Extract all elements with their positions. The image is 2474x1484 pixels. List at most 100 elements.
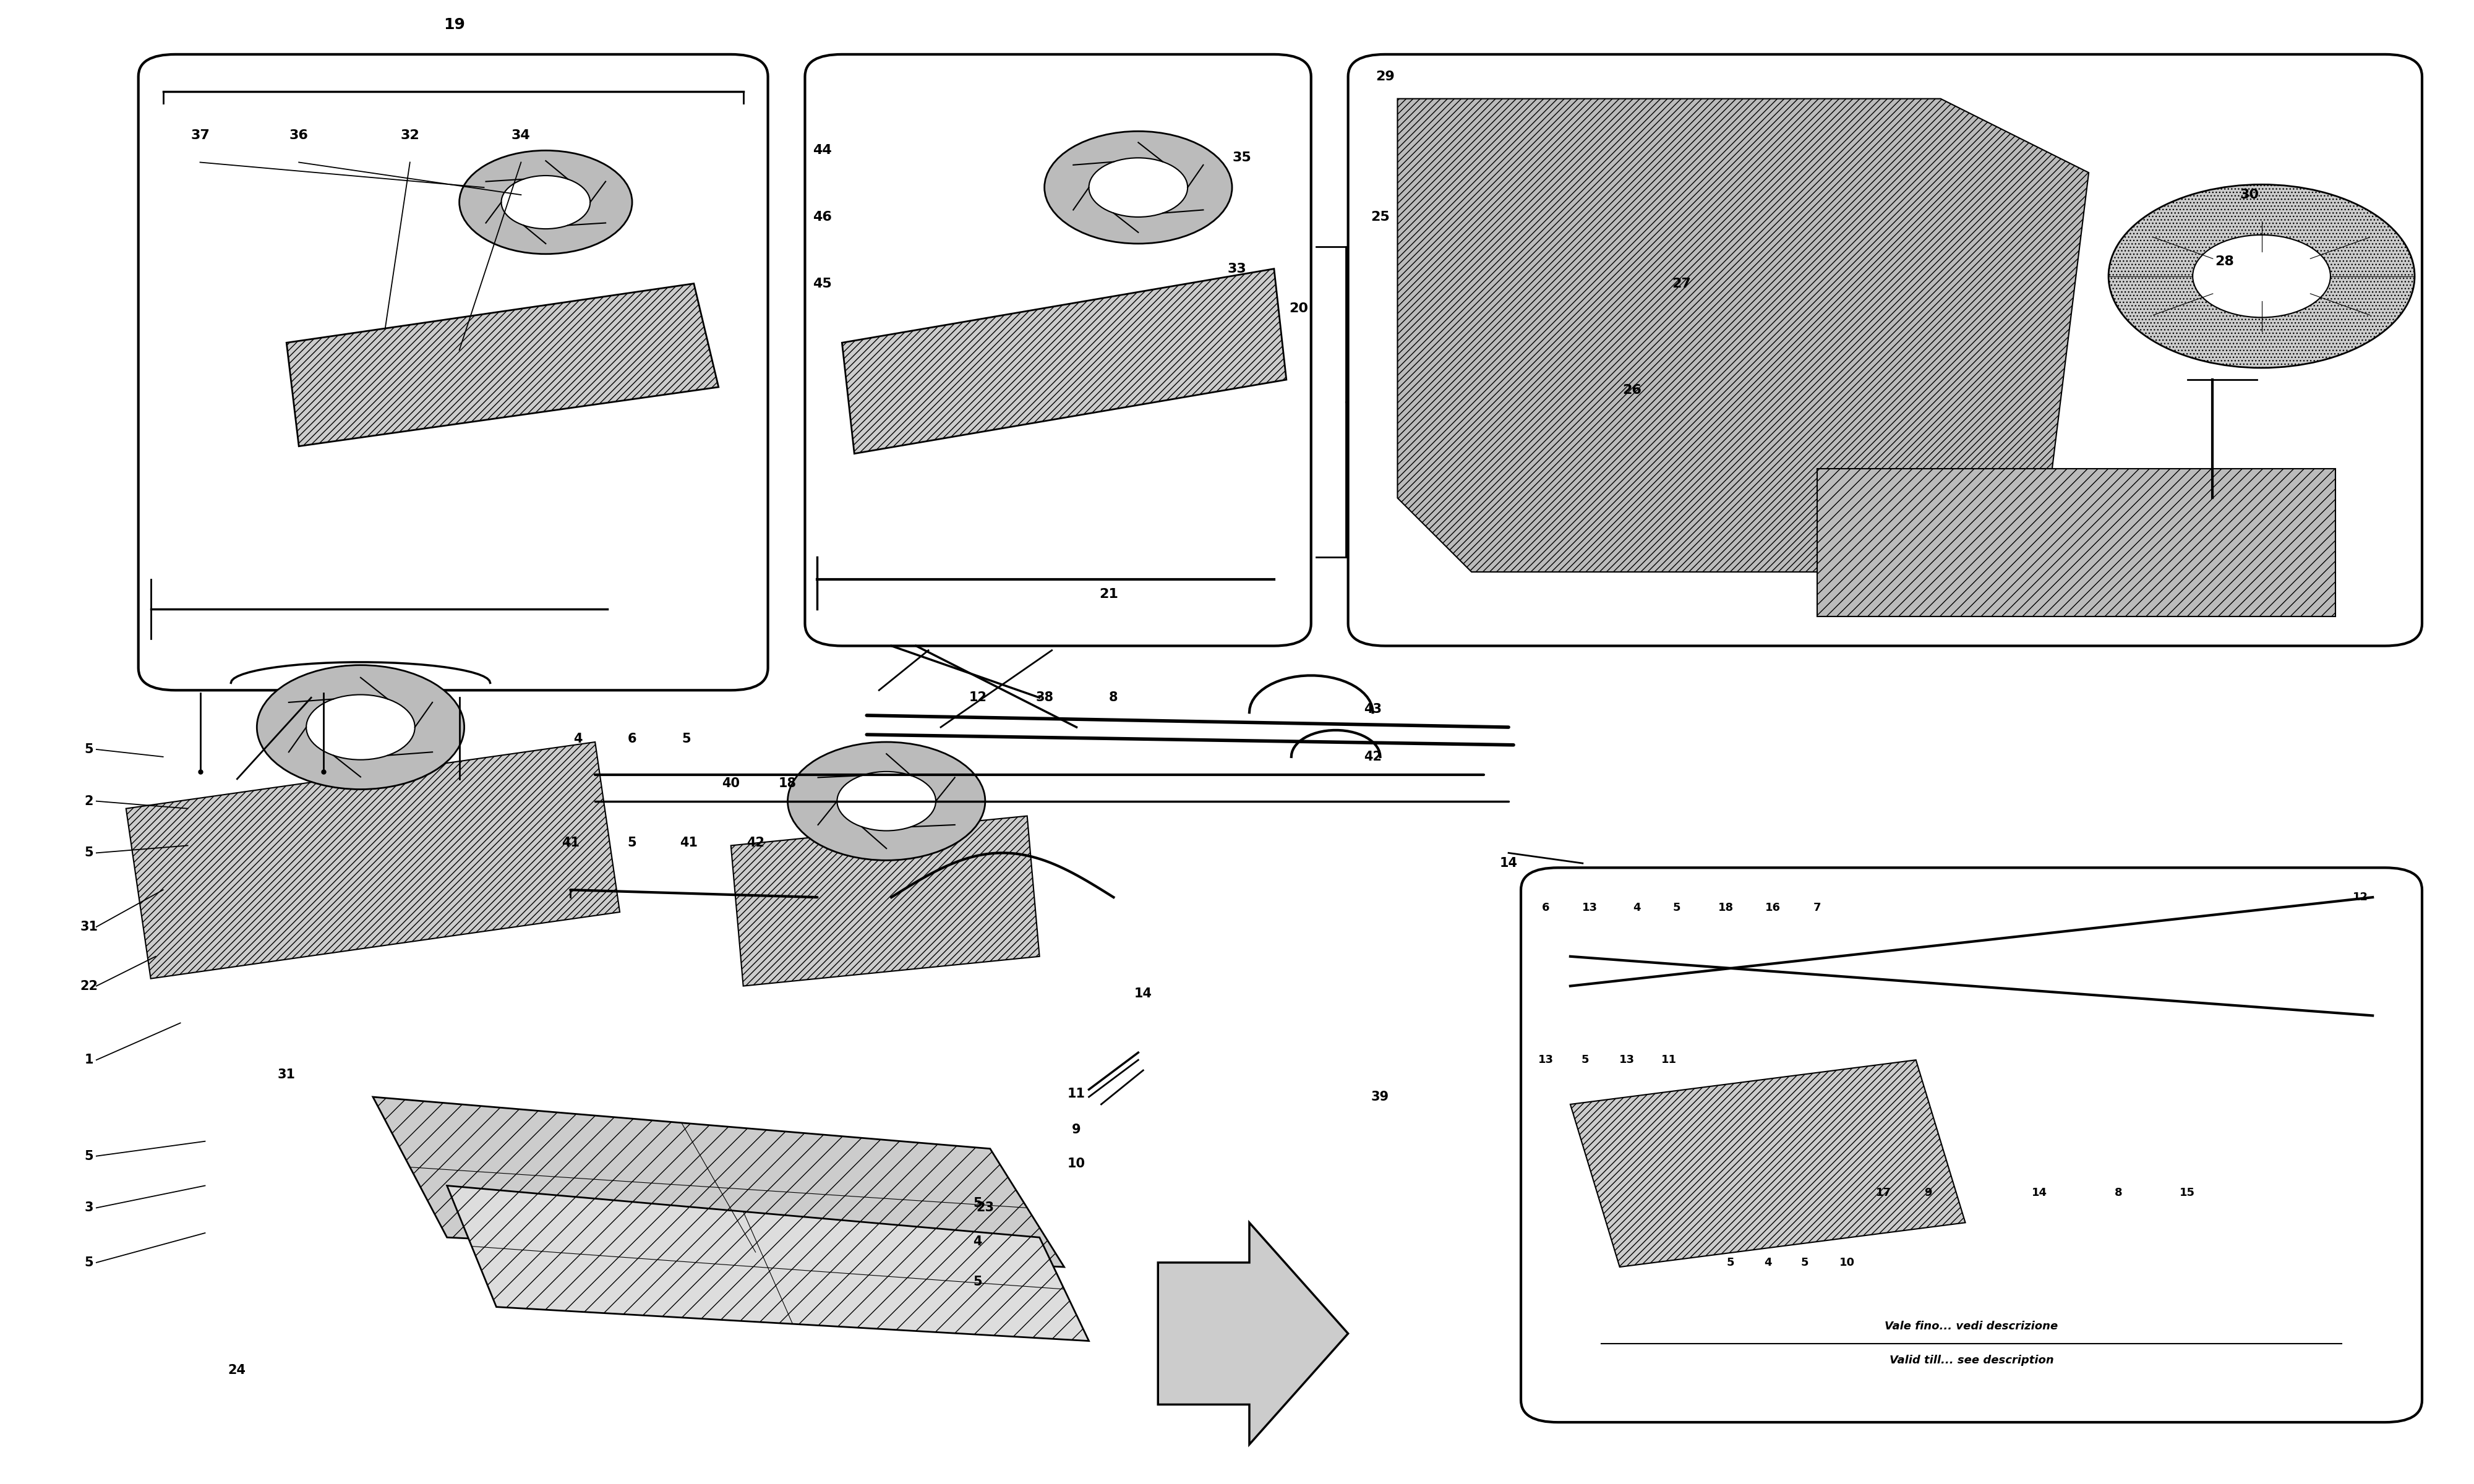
Text: 13: 13 [1620, 1055, 1635, 1066]
FancyBboxPatch shape [139, 55, 767, 690]
Text: 30: 30 [2239, 188, 2259, 200]
Text: 11: 11 [1069, 1088, 1086, 1100]
Text: 5: 5 [683, 733, 690, 745]
FancyBboxPatch shape [1348, 55, 2422, 646]
Text: 21: 21 [1098, 588, 1118, 601]
Text: 13: 13 [1583, 902, 1598, 913]
Text: 29: 29 [1376, 70, 1395, 83]
Text: 14: 14 [2031, 1187, 2046, 1199]
Text: 5: 5 [972, 1198, 982, 1209]
Polygon shape [1158, 1223, 1348, 1444]
Polygon shape [287, 283, 717, 447]
Text: 13: 13 [1539, 1055, 1554, 1066]
Text: 23: 23 [977, 1202, 995, 1214]
Circle shape [1089, 157, 1188, 217]
Text: 40: 40 [722, 778, 740, 789]
Text: 34: 34 [512, 129, 529, 142]
Circle shape [257, 665, 465, 789]
Text: 41: 41 [680, 837, 698, 849]
Text: 4: 4 [972, 1236, 982, 1248]
Text: 14: 14 [1499, 858, 1517, 870]
Text: 42: 42 [1363, 751, 1383, 763]
Text: 10: 10 [1838, 1257, 1856, 1269]
Text: 25: 25 [1371, 211, 1390, 223]
Polygon shape [374, 1097, 1064, 1267]
Polygon shape [126, 742, 621, 978]
Text: 38: 38 [1037, 692, 1054, 703]
Text: 5: 5 [84, 1257, 94, 1269]
Polygon shape [1571, 1060, 1964, 1267]
Text: 5: 5 [972, 1276, 982, 1288]
Text: 20: 20 [1289, 303, 1309, 315]
Text: 18: 18 [779, 778, 797, 789]
Text: 7: 7 [1813, 902, 1821, 913]
Text: 45: 45 [814, 278, 831, 289]
Text: 28: 28 [2214, 255, 2234, 267]
Text: 8: 8 [1108, 692, 1118, 703]
Text: 4: 4 [1633, 902, 1640, 913]
Text: 6: 6 [628, 733, 636, 745]
Text: 18: 18 [1717, 902, 1734, 913]
Text: 41: 41 [562, 837, 579, 849]
FancyBboxPatch shape [1522, 868, 2422, 1422]
Text: 8: 8 [2115, 1187, 2123, 1199]
Circle shape [502, 175, 591, 229]
Text: 19: 19 [443, 18, 465, 33]
Text: 15: 15 [2180, 1187, 2194, 1199]
Text: 5: 5 [84, 847, 94, 859]
Circle shape [836, 772, 935, 831]
Text: 10: 10 [1069, 1158, 1086, 1169]
Text: 5: 5 [1727, 1257, 1734, 1269]
Text: 2: 2 [84, 795, 94, 807]
Text: 5: 5 [1801, 1257, 1808, 1269]
Text: 35: 35 [1232, 151, 1252, 165]
Text: 4: 4 [1764, 1257, 1771, 1269]
Text: 12: 12 [970, 692, 987, 703]
Text: 32: 32 [401, 129, 421, 142]
Text: 11: 11 [1663, 1055, 1677, 1066]
Text: 12: 12 [2353, 892, 2368, 902]
Text: 1: 1 [84, 1054, 94, 1066]
Text: 4: 4 [574, 733, 581, 745]
Polygon shape [730, 816, 1039, 985]
FancyBboxPatch shape [804, 55, 1311, 646]
Text: 43: 43 [1363, 703, 1383, 715]
Text: 37: 37 [190, 129, 210, 142]
Text: 14: 14 [1133, 987, 1153, 1000]
Circle shape [1044, 131, 1232, 243]
Text: 9: 9 [1925, 1187, 1932, 1199]
Polygon shape [1398, 99, 2088, 571]
Text: 5: 5 [84, 1150, 94, 1162]
Text: 5: 5 [628, 837, 636, 849]
Text: 5: 5 [1672, 902, 1680, 913]
Polygon shape [1818, 469, 2335, 616]
Text: 33: 33 [1227, 263, 1247, 275]
Text: 27: 27 [1672, 278, 1690, 289]
Text: 42: 42 [747, 837, 764, 849]
Text: 24: 24 [228, 1364, 245, 1377]
Text: 5: 5 [1581, 1055, 1588, 1066]
Circle shape [2192, 234, 2331, 318]
Text: 39: 39 [1371, 1091, 1390, 1103]
Text: Valid till... see description: Valid till... see description [1890, 1355, 2053, 1365]
Text: Vale fino... vedi descrizione: Vale fino... vedi descrizione [1885, 1321, 2058, 1331]
Text: 6: 6 [1541, 902, 1549, 913]
Text: 31: 31 [277, 1068, 294, 1080]
Text: 46: 46 [811, 211, 831, 223]
Circle shape [460, 150, 633, 254]
Text: 44: 44 [814, 144, 831, 157]
Text: 36: 36 [289, 129, 309, 142]
Text: 17: 17 [1875, 1187, 1893, 1199]
Text: 9: 9 [1071, 1123, 1081, 1135]
Circle shape [307, 695, 416, 760]
Polygon shape [841, 269, 1286, 454]
Text: 31: 31 [79, 920, 99, 933]
Text: 16: 16 [1764, 902, 1781, 913]
Text: 22: 22 [79, 979, 99, 993]
Text: 3: 3 [84, 1202, 94, 1214]
Circle shape [787, 742, 985, 861]
Text: 26: 26 [1623, 384, 1643, 396]
Text: 5: 5 [84, 743, 94, 755]
Polygon shape [448, 1186, 1089, 1342]
Circle shape [2108, 184, 2415, 368]
